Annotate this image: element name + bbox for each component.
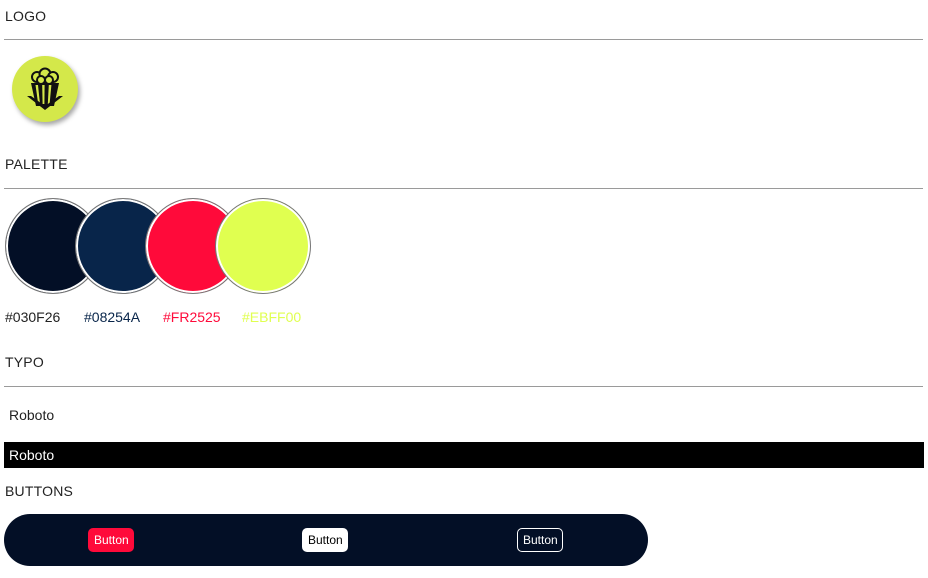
section-title-typo: TYPO <box>5 354 44 370</box>
outline-button[interactable]: Button <box>517 528 563 552</box>
section-divider <box>4 188 923 189</box>
section-title-logo: LOGO <box>5 8 47 24</box>
color-swatch <box>215 198 311 294</box>
button-showcase-bar: Button Button Button <box>4 514 648 566</box>
color-label: #EBFF00 <box>242 309 302 325</box>
section-divider <box>4 39 923 40</box>
typography-sample-inverted-text: Roboto <box>9 447 55 463</box>
section-divider <box>4 386 923 387</box>
typography-sample-inverted: Roboto <box>4 442 924 468</box>
secondary-button[interactable]: Button <box>302 528 348 552</box>
logo <box>12 56 78 122</box>
typography-sample: Roboto <box>9 407 55 423</box>
color-label: #030F26 <box>5 309 61 325</box>
popcorn-icon <box>27 67 63 110</box>
color-label: #08254A <box>84 309 141 325</box>
color-label: #FR2525 <box>163 309 221 325</box>
primary-button[interactable]: Button <box>88 528 134 552</box>
section-title-buttons: BUTTONS <box>5 483 74 499</box>
section-title-palette: PALETTE <box>5 156 68 172</box>
